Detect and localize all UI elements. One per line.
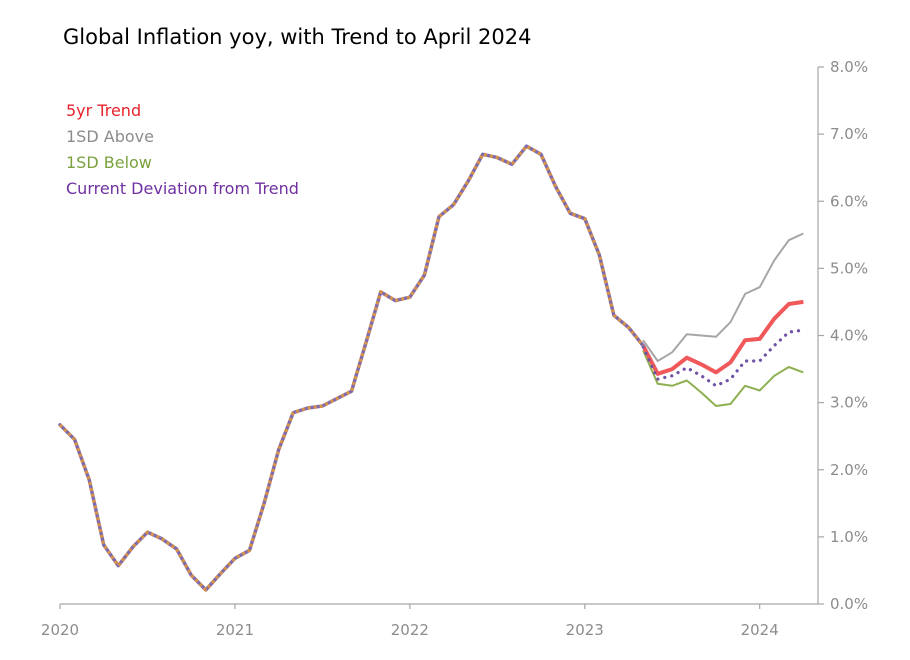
- y-tick-label: 8.0%: [830, 58, 868, 76]
- y-tick-label: 1.0%: [830, 528, 868, 546]
- x-tick-label: 2022: [391, 621, 429, 639]
- y-tick-label: 5.0%: [830, 259, 868, 277]
- inflation-line-dash: [58, 144, 645, 592]
- inflation-line-base: [58, 144, 645, 592]
- x-tick-label: 2021: [216, 621, 254, 639]
- y-tick-label: 2.0%: [830, 461, 868, 479]
- legend-above: 1SD Above: [66, 127, 154, 146]
- x-tick-label: 2024: [741, 621, 779, 639]
- legend-deviation: Current Deviation from Trend: [66, 179, 299, 198]
- y-tick-label: 4.0%: [830, 327, 868, 345]
- series-1sd-above-line: [642, 232, 804, 362]
- y-tick-label: 0.0%: [830, 595, 868, 613]
- chart-title: Global Inflation yoy, with Trend to Apri…: [63, 25, 531, 49]
- series-5yr-trend-line: [641, 299, 804, 376]
- x-tick-label: 2023: [566, 621, 604, 639]
- legend-trend: 5yr Trend: [66, 101, 141, 120]
- y-axis-ticks: 0.0% 1.0% 2.0% 3.0% 4.0% 5.0% 6.0% 7.0% 8.0%: [818, 58, 868, 613]
- y-tick-label: 7.0%: [830, 125, 868, 143]
- y-tick-label: 6.0%: [830, 192, 868, 210]
- y-tick-label: 3.0%: [830, 394, 868, 412]
- series-1sd-below-line: [642, 349, 804, 407]
- x-tick-label: 2020: [41, 621, 79, 639]
- chart-series: [58, 144, 806, 592]
- x-axis-ticks: 2020 2021 2022 2023 2024: [41, 604, 779, 639]
- series-deviation-line: [641, 328, 806, 388]
- legend-below: 1SD Below: [66, 153, 152, 172]
